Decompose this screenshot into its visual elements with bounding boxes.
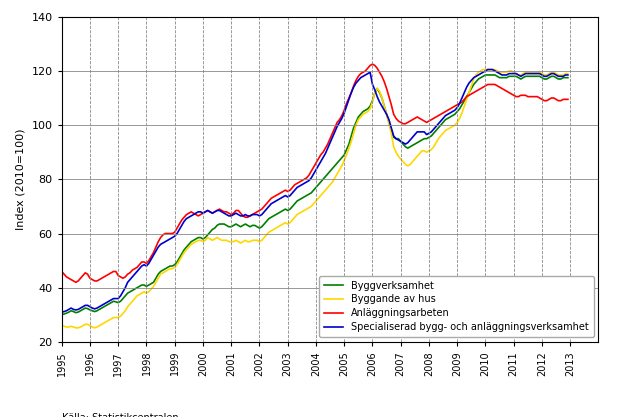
Byggverksamhet [482, 73, 489, 78]
Specialiserad bygg- och anläggningsverksamhet [350, 85, 357, 90]
Line: Byggande av hus: Byggande av hus [62, 70, 568, 328]
Byggande av hus [564, 71, 571, 76]
Specialiserad bygg- och anläggningsverksamhet [489, 67, 496, 72]
Specialiserad bygg- och anläggningsverksamhet [447, 111, 454, 116]
Byggande av hus [72, 325, 80, 330]
Byggande av hus [449, 124, 456, 129]
Specialiserad bygg- och anläggningsverksamhet [564, 73, 571, 78]
Byggverksamhet [185, 242, 193, 247]
Byggande av hus [58, 323, 65, 328]
Anläggningsarbeten [491, 82, 499, 87]
Byggverksamhet [489, 73, 496, 78]
Legend: Byggverksamhet, Byggande av hus, Anläggningsarbeten, Specialiserad bygg- och anl: Byggverksamhet, Byggande av hus, Anläggn… [319, 276, 594, 337]
Specialiserad bygg- och anläggningsverksamhet [185, 215, 193, 220]
Byggande av hus [347, 139, 355, 144]
Specialiserad bygg- och anläggningsverksamhet [171, 234, 178, 239]
Specialiserad bygg- och anläggningsverksamhet [484, 67, 492, 72]
Anläggningsarbeten [352, 78, 360, 83]
Byggverksamhet [564, 75, 571, 80]
Byggverksamhet [346, 142, 353, 147]
Byggande av hus [479, 67, 487, 72]
Anläggningsarbeten [58, 269, 65, 274]
Anläggningsarbeten [72, 280, 80, 285]
Anläggningsarbeten [173, 226, 181, 231]
Byggande av hus [188, 242, 195, 247]
Text: Källa: Statistikcentralen: Källa: Statistikcentralen [62, 414, 178, 417]
Line: Specialiserad bygg- och anläggningsverksamhet: Specialiserad bygg- och anläggningsverks… [62, 70, 568, 312]
Line: Byggverksamhet: Byggverksamhet [62, 75, 568, 315]
Anläggningsarbeten [188, 209, 195, 214]
Anläggningsarbeten [564, 97, 571, 102]
Specialiserad bygg- och anläggningsverksamhet [58, 309, 65, 315]
Anläggningsarbeten [369, 62, 376, 67]
Byggverksamhet [350, 126, 357, 131]
Byggande av hus [173, 262, 181, 267]
Byggverksamhet [58, 312, 65, 317]
Byggverksamhet [447, 115, 454, 120]
Byggande av hus [491, 67, 499, 72]
Line: Anläggningsarbeten: Anläggningsarbeten [62, 64, 568, 282]
Specialiserad bygg- och anläggningsverksamhet [346, 97, 353, 102]
Y-axis label: Index (2010=100): Index (2010=100) [16, 128, 26, 230]
Anläggningsarbeten [451, 104, 458, 109]
Byggande av hus [352, 123, 360, 128]
Byggverksamhet [171, 262, 178, 267]
Anläggningsarbeten [347, 90, 355, 95]
